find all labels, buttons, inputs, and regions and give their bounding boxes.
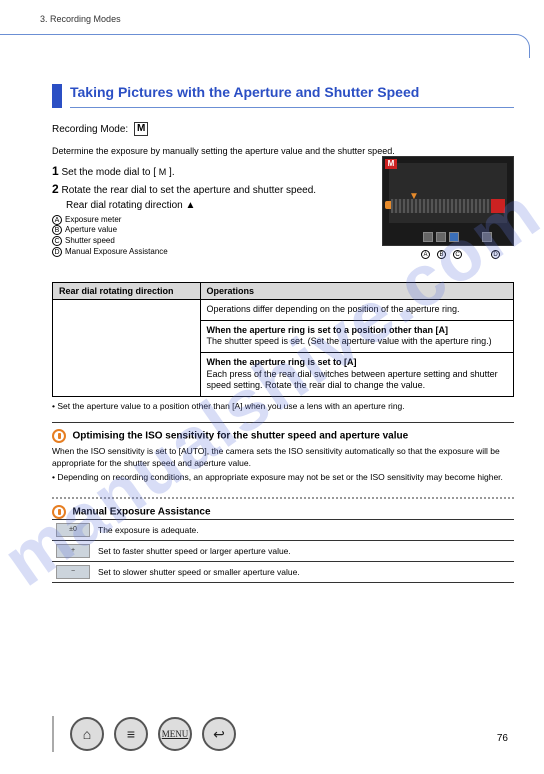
step-1-num: 1 [52,164,59,178]
heading-block [52,84,62,108]
thumb-inner [389,163,507,223]
tip-block-2: Manual Exposure Assistance [52,505,514,519]
assist-text-2: Set to faster shutter speed or larger ap… [94,541,514,562]
thumb-m-badge: M [385,159,397,169]
thumb-mark-c: C [453,250,462,259]
camera-screen-thumb: M ▼ A B C D [382,156,514,246]
rear-dial-hint: Rear dial rotating direction ▲ [66,200,195,211]
step-2-text: Rotate the rear dial to set the aperture… [61,185,316,196]
separator-1 [52,422,514,423]
mode-m-icon: M [134,122,148,136]
td-r3: When the aperture ring is set to [A] Eac… [200,352,513,396]
tip1-body: When the ISO sensitivity is set to [AUTO… [52,446,514,469]
assist-row-3: − Set to slower shutter speed or smaller… [52,562,514,583]
thumb-icon-c [449,232,459,242]
td-r2b: The shutter speed is set. (Set the apert… [207,336,492,346]
mode-row: Recording Mode: M [52,122,514,136]
tip1-note: • Depending on recording conditions, an … [52,472,514,483]
th-dial: Rear dial rotating direction [53,282,201,299]
step-1-close: ]. [169,167,175,178]
marker-d-label: Manual Exposure Assistance [65,247,168,256]
nav-home[interactable]: ⌂ [70,717,104,751]
step-1-text: Set the mode dial to [ [61,167,156,178]
thumb-strip-end [491,199,505,213]
assist-icon-2: + [56,544,90,558]
tip1-title: Optimising the ISO sensitivity for the s… [73,430,409,441]
tip-block-1: Optimising the ISO sensitivity for the s… [52,429,514,483]
chapter-label: Recording Modes [50,14,121,24]
marker-a-label: Exposure meter [65,215,121,224]
assist-table: ±0 The exposure is adequate. + Set to fa… [52,519,514,583]
assist-icon-1: ±0 [56,523,90,537]
thumb-mark-d: D [491,250,500,259]
nav-back[interactable]: ↩ [202,717,236,751]
th-ops: Operations [200,282,513,299]
thumb-icon-d [482,232,492,242]
td-r3a: When the aperture ring is set to [A] [207,357,357,367]
bottom-nav: ⌂ ≡ MENU ↩ [52,716,236,752]
tip-icon-2 [52,505,66,519]
heading-title: Taking Pictures with the Aperture and Sh… [70,84,514,108]
td-r2a: When the aperture ring is set to a posit… [207,325,449,335]
marker-c-icon: C [52,236,62,246]
td-dial-diagram [53,299,201,396]
nav-list[interactable]: ≡ [114,717,148,751]
td-r3b: Each press of the rear dial switches bet… [207,369,498,391]
page-frame [0,34,530,58]
chapter-header: 3. Recording Modes [40,14,121,24]
marker-b-label: Aperture value [65,225,117,234]
marker-b-icon: B [52,225,62,235]
assist-text-3: Set to slower shutter speed or smaller a… [94,562,514,583]
step-1-m-icon: M [159,167,167,177]
assist-row-2: + Set to faster shutter speed or larger … [52,541,514,562]
assist-icon-3: − [56,565,90,579]
thumb-exposure-strip [391,199,505,213]
assist-text-1: The exposure is adequate. [94,520,514,541]
tip2-title: Manual Exposure Assistance [73,507,211,518]
marker-c-label: Shutter speed [65,236,115,245]
thumb-mark-a: A [421,250,430,259]
marker-d-icon: D [52,247,62,257]
nav-divider [52,716,54,752]
thumb-bottom-icons [423,232,492,242]
tip-icon [52,429,66,443]
bullet-note: • Set the aperture value to a position o… [52,401,514,412]
mode-label: Recording Mode: [52,124,128,135]
chapter-num: 3. [40,14,48,24]
thumb-marker-row: A B C D [421,250,503,259]
thumb-mark-b: B [437,250,446,259]
section-heading: Taking Pictures with the Aperture and Sh… [52,84,514,108]
page-number: 76 [497,733,508,744]
nav-menu[interactable]: MENU [158,717,192,751]
operations-table: Rear dial rotating direction Operations … [52,282,514,397]
steps: 1 Set the mode dial to [ M ]. 2 Rotate t… [52,164,514,258]
step-2-num: 2 [52,182,59,196]
thumb-icon-a [423,232,433,242]
td-r2: When the aperture ring is set to a posit… [200,320,513,352]
thumb-icon-b [436,232,446,242]
assist-row-1: ±0 The exposure is adequate. [52,520,514,541]
td-r1: Operations differ depending on the posit… [200,299,513,320]
marker-a-icon: A [52,215,62,225]
dotted-separator [52,497,514,499]
